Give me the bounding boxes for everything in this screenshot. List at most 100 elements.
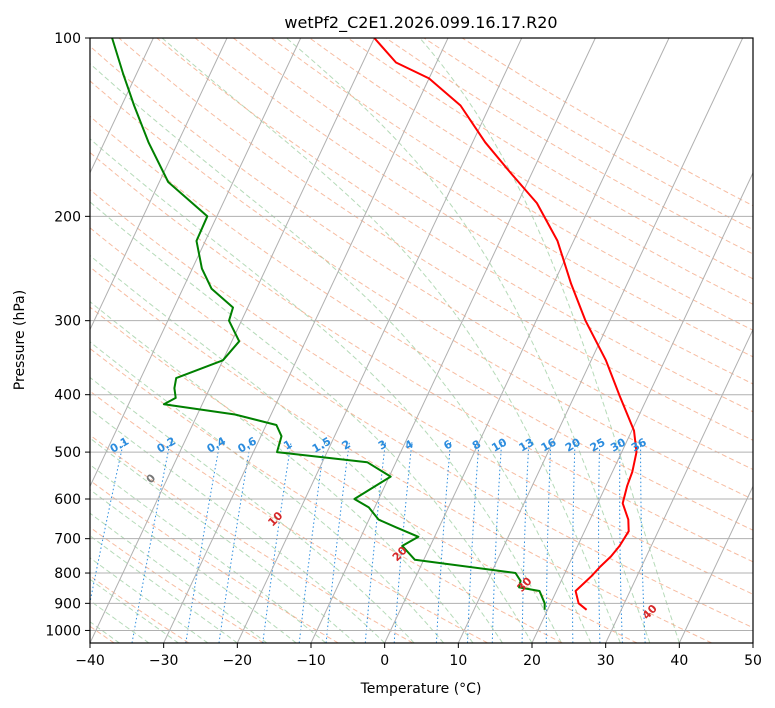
y-tick-label: 400: [54, 388, 81, 404]
moist-adiabat-line: [90, 201, 533, 643]
y-tick-label: 500: [54, 445, 81, 461]
mixing-ratio-line: [218, 441, 252, 643]
temperature-profile-line: [373, 38, 638, 611]
plot-frame: [89, 37, 754, 644]
moist-adiabat-line: [90, 557, 209, 643]
x-tick-label: 50: [744, 653, 762, 669]
y-tick-label: 600: [54, 492, 81, 508]
x-tick-label: −40: [75, 653, 105, 669]
y-axis-ticks: 100 200 300 400 500 600 700 800 900 1000: [45, 31, 90, 639]
mixing-ratio-line: [545, 441, 552, 643]
moist-adiabat-line: [419, 38, 680, 643]
x-tick-label: −10: [296, 653, 326, 669]
x-tick-label: −30: [149, 653, 179, 669]
x-tick-label: 20: [523, 653, 541, 669]
dry-adiabat-line: [90, 526, 264, 643]
chart-title: wetPf2_C2E1.2026.099.16.17.R20: [284, 13, 557, 33]
mixing-ratio-line: [364, 441, 386, 643]
dry-adiabat-line: [385, 38, 753, 255]
moist-adiabat-line: [286, 38, 651, 643]
dry-adiabat-label: −10: [23, 426, 50, 453]
dry-adiabat-line: [232, 38, 753, 358]
mixing-ratio-label: 4: [403, 437, 416, 452]
x-tick-label: 40: [670, 653, 688, 669]
y-tick-label: 800: [54, 566, 81, 582]
dry-adiabat-line: [90, 347, 563, 643]
plot-area: 0.10.20.40.611.52346810131620253036−100−…: [0, 38, 753, 643]
dry-adiabat-line: [271, 38, 753, 331]
mixing-ratio-line: [90, 441, 124, 605]
isotherm-line: [384, 38, 670, 643]
dry-adiabat-line: [90, 306, 638, 643]
x-axis-label: Temperature (°C): [360, 681, 482, 697]
mixing-ratio-line: [491, 441, 503, 643]
y-tick-label: 100: [54, 31, 81, 47]
isotherm-line: [678, 485, 753, 643]
mixing-ratio-line: [325, 441, 350, 643]
isotherm-line: [236, 38, 523, 643]
mixing-ratio-line: [131, 441, 171, 643]
isotherm-line: [90, 38, 302, 488]
x-tick-label: 0: [380, 653, 389, 669]
y-tick-label: 300: [54, 314, 81, 330]
isotherm-line: [457, 38, 744, 643]
dry-adiabats: [90, 38, 753, 643]
isotherm-line: [310, 38, 596, 643]
dry-adiabat-line: [90, 575, 190, 643]
isotherm-line: [90, 38, 154, 174]
y-tick-label: 200: [54, 209, 81, 225]
isotherm-gridlines: [0, 38, 753, 643]
isotherm-line: [0, 38, 6, 643]
isotherm-line: [90, 38, 375, 643]
moist-adiabat-line: [90, 376, 415, 643]
mixing-ratio-line: [262, 441, 292, 643]
dry-adiabat-line: [347, 38, 753, 280]
dry-adiabat-line: [118, 38, 753, 441]
dry-adiabat-line: [90, 266, 712, 643]
isotherm-line: [531, 171, 753, 643]
isotherm-line: [163, 38, 449, 643]
mixing-ratio-line: [298, 441, 326, 643]
dry-adiabat-line: [156, 38, 753, 413]
y-axis-label: Pressure (hPa): [12, 290, 28, 390]
y-tick-label: 1000: [45, 623, 81, 639]
dry-adiabat-line: [90, 151, 753, 563]
isotherm-line: [752, 641, 753, 643]
isotherm-line: [90, 38, 228, 331]
moist-adiabat-line: [161, 38, 621, 643]
y-tick-label: 900: [54, 596, 81, 612]
y-tick-label: 700: [54, 532, 81, 548]
moist-adiabat-line: [90, 464, 327, 643]
dry-adiabat-label: 0: [144, 471, 159, 486]
dry-adiabat-line: [90, 189, 753, 595]
mixing-ratio-line: [640, 441, 646, 643]
moist-adiabats: [90, 38, 680, 643]
dry-adiabat-line: [90, 80, 753, 500]
dry-adiabat-line: [90, 115, 753, 531]
isotherm-line: [605, 328, 753, 643]
dry-adiabat-line: [461, 38, 753, 207]
moist-adiabat-line: [90, 578, 179, 643]
dry-adiabat-line: [90, 479, 339, 643]
moist-adiabat-line: [90, 489, 297, 643]
dry-adiabat-label: 40: [640, 602, 660, 622]
x-tick-label: 10: [449, 653, 467, 669]
moist-adiabat-line: [90, 138, 562, 643]
dry-adiabat-line: [90, 434, 414, 643]
isobar-gridlines: [90, 38, 753, 631]
mixing-ratio-line: [619, 441, 623, 643]
x-tick-label: 30: [597, 653, 615, 669]
mixing-ratio-line: [521, 441, 530, 643]
mixing-ratio-line: [435, 441, 452, 643]
moist-adiabat-line: [90, 254, 503, 643]
moist-adiabat-line: [90, 535, 238, 643]
mixing-ratio-label: 3: [376, 438, 389, 453]
sounding-series: [111, 38, 638, 611]
dry-adiabat-line: [90, 45, 753, 471]
mixing-ratio-line: [572, 441, 576, 643]
x-tick-label: −20: [223, 653, 253, 669]
mixing-ratio-line: [598, 441, 601, 643]
moist-adiabat-line: [90, 341, 444, 643]
dry-adiabat-label: 20: [390, 544, 410, 564]
